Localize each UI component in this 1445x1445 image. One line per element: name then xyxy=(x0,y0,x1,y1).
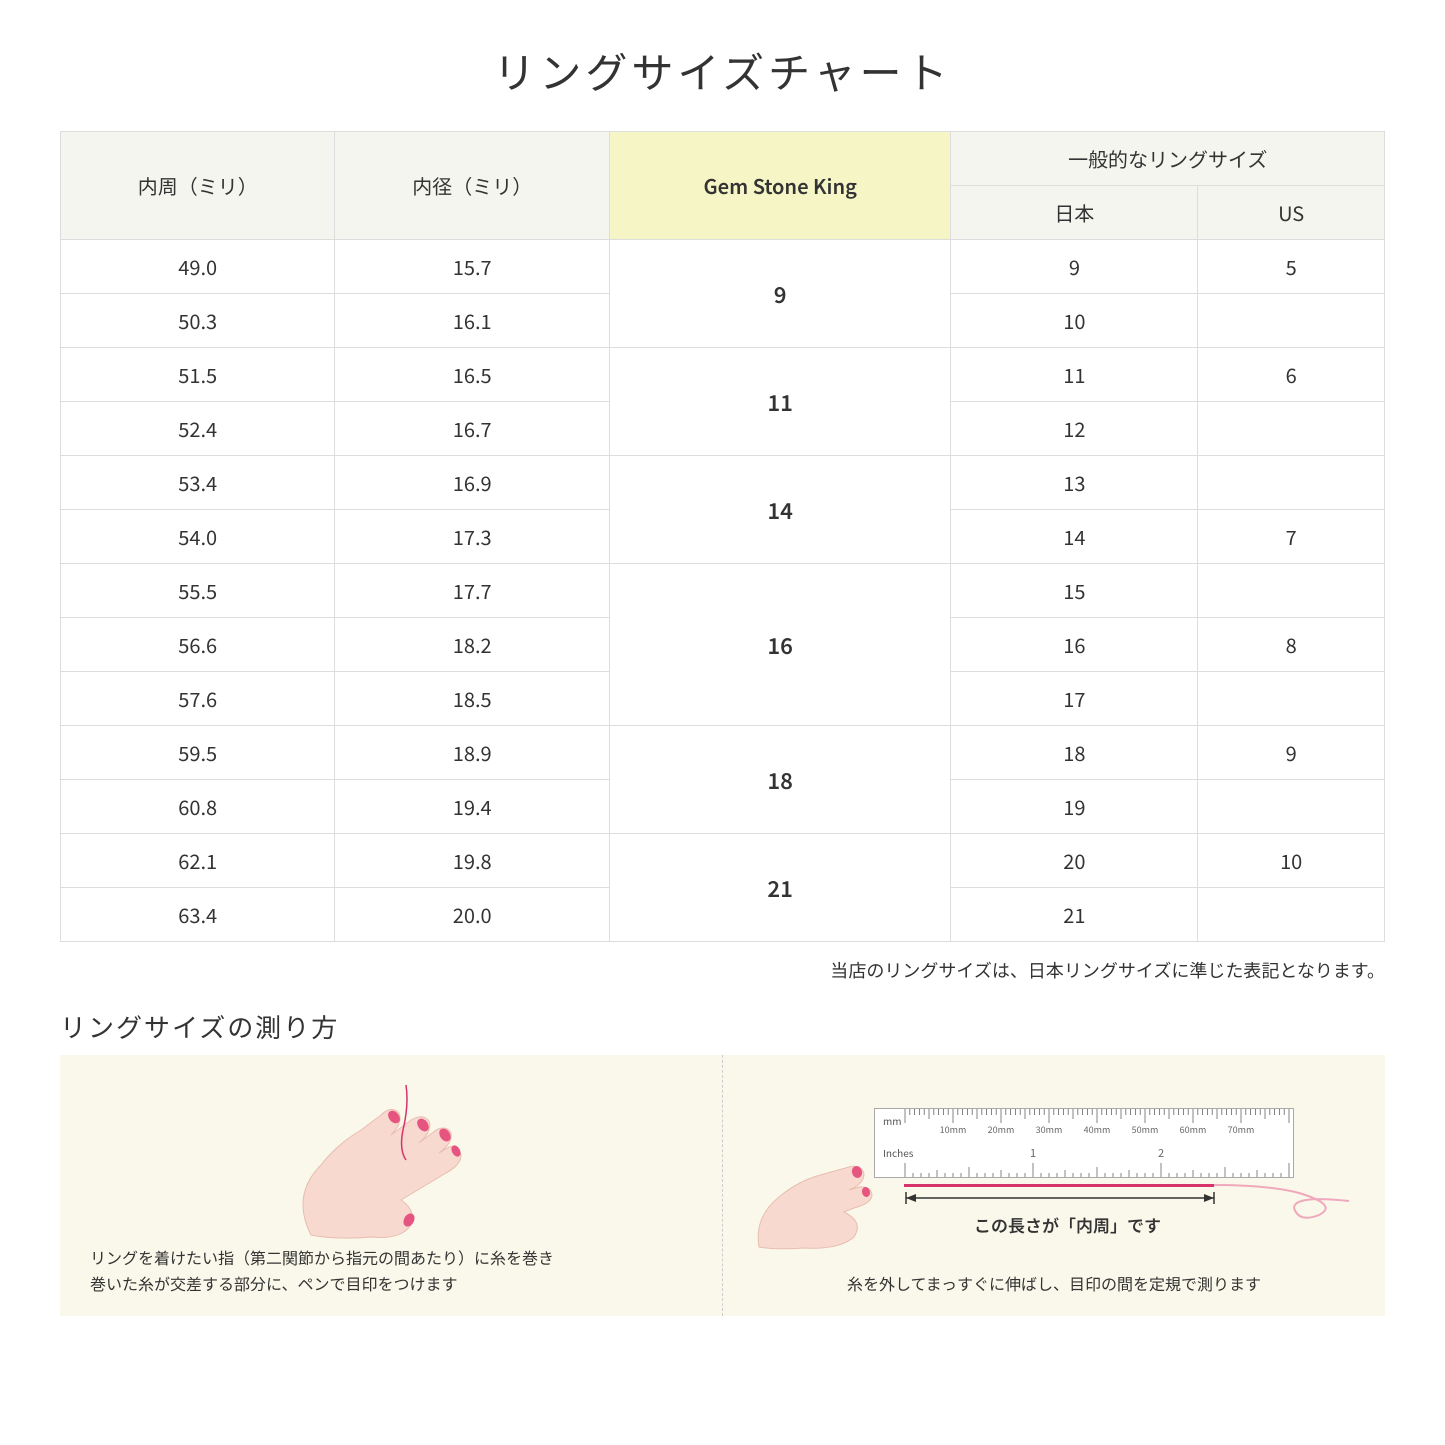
svg-text:20mm: 20mm xyxy=(988,1123,1015,1136)
table-row: 59.518.918189 xyxy=(61,726,1385,780)
howto-caption-2: 糸を外してまっすぐに伸ばし、目印の間を定規で測ります xyxy=(753,1271,1355,1297)
howto-caption-1: リングを着けたい指（第二関節から指元の間あたり）に糸を巻き 巻いた糸が交差する部… xyxy=(90,1245,692,1296)
svg-text:2: 2 xyxy=(1158,1145,1164,1161)
svg-text:70mm: 70mm xyxy=(1228,1123,1255,1136)
svg-text:60mm: 60mm xyxy=(1180,1123,1207,1136)
svg-text:40mm: 40mm xyxy=(1084,1123,1111,1136)
col-common: 一般的なリングサイズ xyxy=(951,132,1385,186)
table-note: 当店のリングサイズは、日本リングサイズに準じた表記となります。 xyxy=(60,957,1385,983)
hand-wrap-illustration xyxy=(251,1075,531,1245)
howto-title: リングサイズの測り方 xyxy=(60,1008,1385,1045)
circumference-label: この長さが「内周」です xyxy=(974,1212,1161,1237)
table-row: 62.119.8212010 xyxy=(61,834,1385,888)
col-diameter: 内径（ミリ） xyxy=(335,132,609,240)
col-circumference: 内周（ミリ） xyxy=(61,132,335,240)
col-jp: 日本 xyxy=(951,186,1198,240)
col-gsk: Gem Stone King xyxy=(609,132,950,240)
hand-hold-illustration xyxy=(754,1132,884,1252)
ring-size-table: 内周（ミリ） 内径（ミリ） Gem Stone King 一般的なリングサイズ … xyxy=(60,131,1385,942)
howto-panel: リングを着けたい指（第二関節から指元の間あたり）に糸を巻き 巻いた糸が交差する部… xyxy=(60,1055,1385,1316)
ruler-illustration: mm Inches 10mm20mm30mm40mm50mm60mm70mm 1… xyxy=(874,1108,1294,1178)
table-row: 53.416.91413 xyxy=(61,456,1385,510)
svg-text:30mm: 30mm xyxy=(1036,1123,1063,1136)
svg-text:10mm: 10mm xyxy=(940,1123,967,1136)
howto-step-2: mm Inches 10mm20mm30mm40mm50mm60mm70mm 1… xyxy=(723,1055,1385,1316)
table-row: 51.516.511116 xyxy=(61,348,1385,402)
svg-text:1: 1 xyxy=(1030,1145,1036,1161)
page-title: リングサイズチャート xyxy=(60,40,1385,101)
svg-text:50mm: 50mm xyxy=(1132,1123,1159,1136)
howto-step-1: リングを着けたい指（第二関節から指元の間あたり）に糸を巻き 巻いた糸が交差する部… xyxy=(60,1055,723,1316)
table-row: 49.015.7995 xyxy=(61,240,1385,294)
table-row: 55.517.71615 xyxy=(61,564,1385,618)
col-us: US xyxy=(1198,186,1385,240)
